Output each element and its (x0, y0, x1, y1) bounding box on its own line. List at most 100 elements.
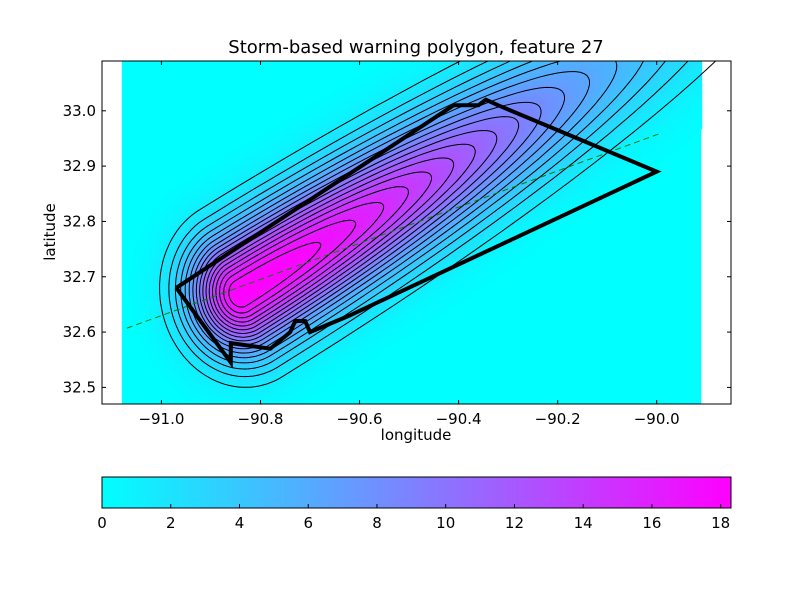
heat-cell (501, 81, 507, 86)
heat-cell (593, 137, 599, 142)
heat-cell (653, 65, 659, 70)
heat-cell (545, 93, 551, 98)
heat-cell (605, 161, 611, 166)
heat-cell (425, 81, 431, 86)
heat-cell (509, 93, 515, 98)
heat-cell (641, 129, 647, 134)
heat-cell (393, 245, 399, 250)
heat-cell (585, 185, 591, 190)
heat-cell (593, 97, 599, 102)
heat-cell (557, 65, 563, 70)
heat-cell (325, 241, 331, 246)
heat-cell (657, 141, 663, 146)
heat-cell (473, 125, 479, 130)
heat-cell (289, 213, 295, 218)
heat-cell (589, 165, 595, 170)
heat-cell (433, 77, 439, 82)
heat-cell (373, 185, 379, 190)
heat-cell (281, 165, 287, 170)
heat-cell (281, 253, 287, 258)
heat-cell (461, 193, 467, 198)
heat-cell (565, 185, 571, 190)
heat-cell (509, 141, 515, 146)
heat-cell (605, 189, 611, 194)
heat-cell (489, 85, 495, 90)
heat-cell (389, 109, 395, 114)
heat-cell (497, 133, 503, 138)
heat-cell (161, 221, 167, 226)
heat-cell (209, 189, 215, 194)
heat-cell (665, 137, 671, 142)
heat-cell (261, 149, 267, 154)
heat-cell (605, 125, 611, 130)
heat-cell (601, 97, 607, 102)
heat-cell (197, 189, 203, 194)
heat-cell (321, 97, 327, 102)
heat-cell (681, 113, 687, 118)
heat-cell (465, 161, 471, 166)
heat-cell (433, 249, 439, 254)
heat-cell (509, 101, 515, 106)
heat-cell (601, 197, 607, 202)
heat-cell (277, 145, 283, 150)
heat-cell (361, 169, 367, 174)
heat-cell (457, 189, 463, 194)
heat-cell (377, 89, 383, 94)
heat-cell (489, 237, 495, 242)
heat-cell (285, 161, 291, 166)
heat-cell (389, 149, 395, 154)
heat-cell (169, 233, 175, 238)
heat-cell (613, 93, 619, 98)
heat-cell (461, 201, 467, 206)
heat-cell (149, 233, 155, 238)
heat-cell (361, 93, 367, 98)
heat-cell (657, 97, 663, 102)
heat-cell (353, 81, 359, 86)
heat-cell (373, 105, 379, 110)
heat-cell (609, 193, 615, 198)
heat-cell (429, 93, 435, 98)
heat-cell (473, 241, 479, 246)
heat-cell (557, 133, 563, 138)
heat-cell (185, 189, 191, 194)
heat-cell (425, 73, 431, 78)
heat-cell (573, 213, 579, 218)
heat-cell (453, 169, 459, 174)
heat-cell (493, 129, 499, 134)
heat-cell (337, 233, 343, 238)
heat-cell (585, 209, 591, 214)
heat-cell (241, 189, 247, 194)
heat-cell (361, 129, 367, 134)
heat-cell (525, 65, 531, 70)
heat-cell (641, 153, 647, 158)
heat-cell (253, 189, 259, 194)
heat-cell (613, 137, 619, 142)
heat-cell (289, 145, 295, 150)
heat-cell (505, 173, 511, 178)
heat-cell (609, 61, 615, 66)
heat-cell (453, 197, 459, 202)
heat-cell (309, 105, 315, 110)
heat-cell (633, 153, 639, 158)
heat-cell (429, 245, 435, 250)
heat-cell (265, 189, 271, 194)
heat-cell (553, 113, 559, 118)
heat-cell (413, 109, 419, 114)
heat-cell (677, 81, 683, 86)
heat-cell (653, 145, 659, 150)
heat-cell (513, 225, 519, 230)
heat-cell (505, 201, 511, 206)
heat-cell (689, 117, 695, 122)
heat-cell (257, 221, 263, 226)
heat-cell (345, 217, 351, 222)
heat-cell (609, 97, 615, 102)
heat-cell (345, 125, 351, 130)
heat-cell (533, 233, 539, 238)
heat-cell (189, 205, 195, 210)
heat-cell (349, 133, 355, 138)
heat-cell (293, 161, 299, 166)
heat-cell (193, 189, 199, 194)
heat-cell (577, 213, 583, 218)
heat-cell (621, 65, 627, 70)
heat-cell (301, 253, 307, 258)
